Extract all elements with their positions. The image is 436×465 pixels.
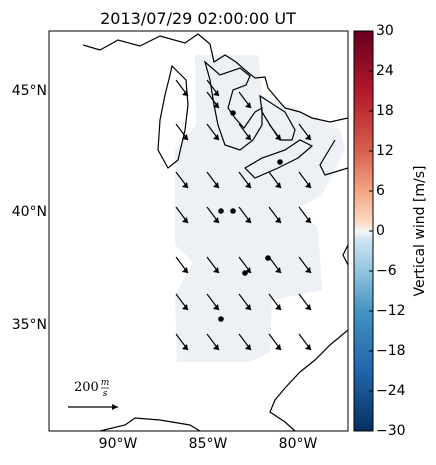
colorbar-tick-label: 24 xyxy=(376,63,394,79)
lon-label: 80°W xyxy=(279,436,318,452)
scale-number: 200 xyxy=(74,380,99,395)
lat-label: 35°N xyxy=(12,317,47,333)
lon-label: 90°W xyxy=(99,436,138,452)
wind-arrowhead xyxy=(245,217,251,223)
wind-arrowhead xyxy=(305,182,311,188)
wind-arrowhead xyxy=(213,90,219,96)
wind-arrowhead xyxy=(245,344,251,350)
coastline xyxy=(157,64,189,169)
coastline xyxy=(259,94,296,141)
wind-arrowhead xyxy=(275,267,281,273)
colorbar-tick-label: −18 xyxy=(376,343,406,359)
scale-arrowhead xyxy=(112,404,118,410)
colorbar-tick-label: 18 xyxy=(376,103,394,119)
wind-field xyxy=(175,55,345,362)
wind-arrowhead xyxy=(305,267,311,273)
coastline xyxy=(82,33,348,123)
map-title: 2013/07/29 02:00:00 UT xyxy=(100,9,296,28)
wind-arrowhead xyxy=(182,134,188,140)
colorbar-tick-label: 30 xyxy=(376,23,394,39)
wind-arrowhead xyxy=(305,217,311,223)
colorbar-tick-label: −12 xyxy=(376,303,406,319)
wind-arrowhead xyxy=(275,304,281,310)
coastline xyxy=(203,60,263,151)
wind-arrowhead xyxy=(213,134,219,140)
lat-label: 40°N xyxy=(12,204,47,220)
map-area: 200 m s xyxy=(68,33,348,431)
scale-unit-bottom: s xyxy=(103,389,108,399)
wind-arrowhead xyxy=(182,217,188,223)
colorbar-ticks: 30 24 18 12 6 0 −6 −12 −18 −24 −30 xyxy=(369,23,406,439)
colorbar-tick-label: 12 xyxy=(376,143,394,159)
colorbar-tick-label: −24 xyxy=(376,383,406,399)
wind-arrowhead xyxy=(182,344,188,350)
wind-arrowhead xyxy=(213,267,219,273)
coastline xyxy=(269,244,348,431)
lon-label: 85°W xyxy=(189,436,228,452)
scale-unit-top: m xyxy=(101,378,110,388)
wind-arrowhead xyxy=(245,134,251,140)
wind-arrowhead xyxy=(305,344,311,350)
wind-arrowhead xyxy=(275,134,281,140)
wind-arrowhead xyxy=(213,102,219,108)
colorbar-tick-label: 0 xyxy=(376,223,385,239)
wind-arrowhead xyxy=(275,344,281,350)
wind-arrowhead xyxy=(275,217,281,223)
coastline xyxy=(99,417,201,431)
wind-arrowhead xyxy=(213,217,219,223)
wind-arrowhead xyxy=(182,304,188,310)
wind-arrowhead xyxy=(245,102,251,108)
map-frame xyxy=(48,30,349,432)
wind-arrowhead xyxy=(245,182,251,188)
wind-arrowhead xyxy=(245,304,251,310)
colorbar-tick-label: −30 xyxy=(376,423,406,439)
wind-arrowhead xyxy=(182,182,188,188)
wind-arrowhead xyxy=(213,182,219,188)
wind-arrowhead xyxy=(213,304,219,310)
wind-arrowhead xyxy=(213,344,219,350)
coastline xyxy=(319,139,348,176)
wind-arrowhead xyxy=(305,134,311,140)
colorbar-tick-label: 6 xyxy=(376,183,385,199)
wind-vectors xyxy=(175,79,312,351)
lat-label: 45°N xyxy=(12,83,47,99)
colorbar-label: Vertical wind [m/s] xyxy=(412,166,428,297)
wind-arrowhead xyxy=(305,304,311,310)
wind-arrowhead xyxy=(182,90,188,96)
coastline xyxy=(244,139,314,179)
colorbar-tick-label: −6 xyxy=(376,263,397,279)
stations xyxy=(218,110,283,322)
wind-arrowhead xyxy=(182,267,188,273)
wind-arrowhead xyxy=(275,182,281,188)
